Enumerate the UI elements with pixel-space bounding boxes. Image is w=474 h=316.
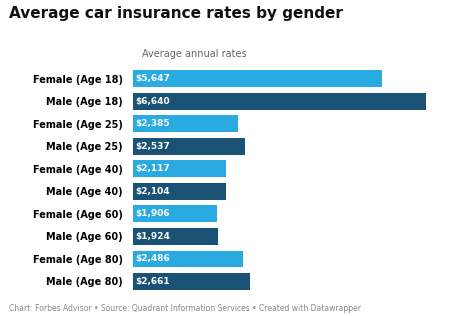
Bar <box>133 183 226 200</box>
Bar <box>133 161 226 177</box>
Text: $2,537: $2,537 <box>136 142 170 151</box>
Text: $5,647: $5,647 <box>136 74 170 83</box>
Text: $1,924: $1,924 <box>136 232 170 241</box>
Text: $2,117: $2,117 <box>136 164 170 173</box>
Text: $2,104: $2,104 <box>136 187 170 196</box>
Text: Average annual rates: Average annual rates <box>142 49 247 59</box>
Bar <box>133 138 245 155</box>
Text: Chart: Forbes Advisor • Source: Quadrant Information Services • Created with Dat: Chart: Forbes Advisor • Source: Quadrant… <box>9 304 362 313</box>
Text: $2,486: $2,486 <box>136 254 170 264</box>
Text: $2,385: $2,385 <box>136 119 170 128</box>
Bar <box>133 251 243 267</box>
Text: $2,661: $2,661 <box>136 277 170 286</box>
Text: $1,906: $1,906 <box>136 210 170 218</box>
Bar <box>133 205 217 222</box>
Text: Average car insurance rates by gender: Average car insurance rates by gender <box>9 6 343 21</box>
Text: $6,640: $6,640 <box>136 97 170 106</box>
Bar <box>133 228 218 245</box>
Bar <box>133 93 426 110</box>
Bar <box>133 70 383 87</box>
Bar <box>133 115 238 132</box>
Bar <box>133 273 250 290</box>
